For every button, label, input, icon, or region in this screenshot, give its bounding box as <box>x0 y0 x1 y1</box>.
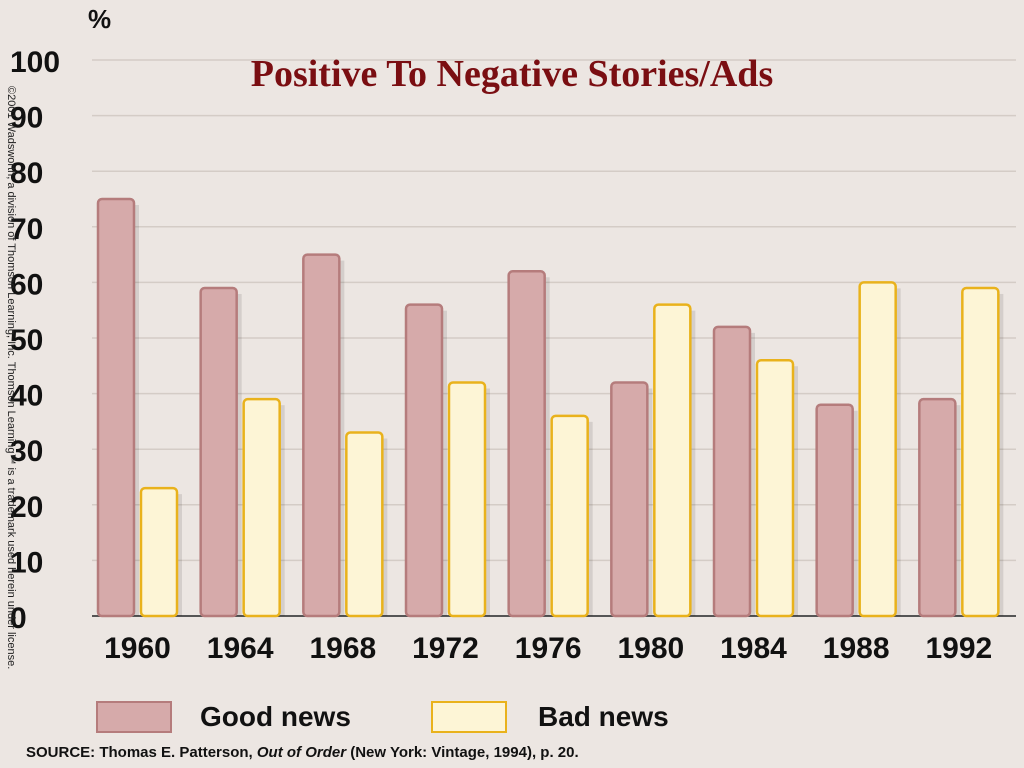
bar-bad-news-1984 <box>755 358 795 618</box>
bar-good-news-1976 <box>507 270 546 618</box>
bar-bad-news-1968 <box>345 431 384 618</box>
legend-label-good-news: Good news <box>200 701 351 732</box>
y-tick-label: 30 <box>10 435 43 468</box>
legend: Good news Bad news <box>96 701 669 733</box>
x-tick-label: 1964 <box>207 632 274 665</box>
bars <box>96 197 1004 618</box>
x-tick-label: 1972 <box>412 632 479 665</box>
y-tick-label: 60 <box>10 268 43 301</box>
bar-good-news-1980 <box>610 381 649 618</box>
bar-good-news-1984 <box>712 325 752 618</box>
x-tick-label: 1992 <box>925 632 992 665</box>
x-tick-label: 1980 <box>617 632 684 665</box>
y-tick-label: 80 <box>10 157 43 190</box>
x-tick-label: 1968 <box>309 632 376 665</box>
legend-swatch-good-news <box>96 701 172 733</box>
source-prefix: SOURCE: Thomas E. Patterson, <box>26 744 257 761</box>
bar-bad-news-1988 <box>858 281 897 618</box>
y-tick-label: 70 <box>10 213 43 246</box>
copyright-notice: ©2001 Wadsworth, a division of Thomson L… <box>5 86 17 669</box>
bar-good-news-1960 <box>96 197 136 618</box>
x-tick-label: 1960 <box>104 632 171 665</box>
y-axis: 0 10 20 30 40 50 60 70 80 90 100 <box>10 46 60 635</box>
bar-bad-news-1980 <box>653 303 692 618</box>
y-tick-label: 10 <box>10 546 43 579</box>
source-work-title: Out of Order <box>257 744 347 761</box>
x-tick-label: 1988 <box>823 632 890 665</box>
y-tick-label: 40 <box>10 380 43 413</box>
x-axis: 1960 1964 1968 1972 1976 1980 1984 1988 1992 <box>104 632 992 665</box>
y-tick-label: 50 <box>10 324 43 357</box>
chart-title: Positive To Negative Stories/Ads <box>251 53 773 95</box>
bar-good-news-1972 <box>404 303 444 618</box>
bar-good-news-1992 <box>918 397 957 618</box>
y-tick-label: 90 <box>10 102 43 135</box>
bar-good-news-1968 <box>302 253 341 618</box>
bar-bad-news-1976 <box>550 414 589 618</box>
y-tick-label: 100 <box>10 46 60 79</box>
bar-bad-news-1964 <box>242 397 281 618</box>
bar-good-news-1988 <box>815 403 854 618</box>
bar-bad-news-1960 <box>139 486 179 618</box>
legend-swatch-bad-news <box>431 701 507 733</box>
legend-label-bad-news: Bad news <box>538 701 669 732</box>
y-tick-label: 0 <box>10 602 27 635</box>
x-tick-label: 1976 <box>515 632 582 665</box>
bar-bad-news-1992 <box>961 286 1000 618</box>
y-unit-label: % <box>88 4 111 34</box>
bar-good-news-1964 <box>199 286 238 618</box>
source-suffix: (New York: Vintage, 1994), p. 20. <box>346 744 579 761</box>
y-tick-label: 20 <box>10 491 43 524</box>
bar-bad-news-1972 <box>447 381 487 618</box>
x-tick-label: 1984 <box>720 632 787 665</box>
source-note: SOURCE: Thomas E. Patterson, Out of Orde… <box>26 744 579 761</box>
